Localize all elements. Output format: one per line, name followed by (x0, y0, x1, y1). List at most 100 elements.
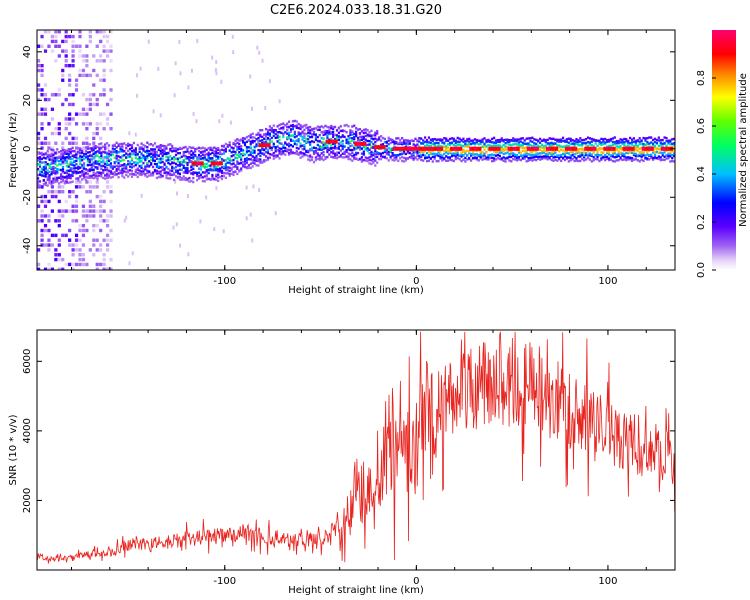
heatmap-cell (78, 30, 82, 34)
heatmap-cell (504, 148, 507, 152)
heatmap-cell (178, 175, 181, 178)
heatmap-cell (71, 117, 75, 121)
heatmap-cell (615, 159, 618, 162)
heatmap-cell (249, 142, 252, 146)
heatmap-cell (309, 143, 312, 146)
heatmap-cell (40, 68, 44, 73)
heatmap-cell (61, 190, 65, 194)
heatmap-cell (554, 158, 557, 161)
heatmap-cell (517, 141, 521, 144)
heatmap-cell (182, 154, 185, 157)
heatmap-cell (109, 164, 113, 168)
heatmap-cell (345, 148, 348, 152)
heatmap-cell (669, 152, 672, 155)
heatmap-cell (439, 145, 442, 148)
heatmap-cell (487, 156, 490, 159)
heatmap-cell (84, 146, 88, 149)
heatmap-cell (653, 140, 657, 144)
heatmap-cell (590, 160, 593, 163)
heatmap-cell (345, 123, 348, 127)
heatmap-cell (100, 164, 103, 168)
heatmap-cell (102, 253, 106, 257)
heatmap-cell (657, 147, 660, 151)
heatmap-cell (316, 157, 319, 161)
heatmap-cell (376, 129, 379, 133)
heatmap-cell (109, 112, 113, 116)
heatmap-cell (625, 140, 628, 143)
heatmap-cell (433, 145, 436, 148)
heatmap-cell (109, 214, 113, 218)
heatmap-cell (71, 267, 75, 270)
heatmap-cell (201, 146, 204, 149)
heatmap-cell (366, 157, 369, 160)
heatmap-cell (337, 155, 340, 159)
heatmap-cell (270, 128, 273, 131)
heatmap-cell (500, 139, 503, 142)
heatmap-cell (192, 112, 195, 117)
heatmap-cell (99, 262, 103, 267)
heatmap-cell (43, 93, 48, 97)
heatmap-cell (57, 219, 61, 223)
heatmap-cell (165, 147, 168, 150)
heatmap-cell (84, 149, 88, 153)
heatmap-cell (324, 156, 327, 159)
heatmap-cell (364, 145, 367, 148)
heatmap-peak (627, 146, 631, 151)
heatmap-cell (173, 147, 176, 150)
heatmap-cell (337, 135, 340, 138)
heatmap-cell (169, 177, 172, 180)
heatmap-cell (389, 155, 392, 158)
heatmap-cell (63, 171, 67, 174)
heatmap-cell (186, 177, 189, 181)
heatmap-cell (125, 215, 128, 220)
heatmap-cell (123, 150, 126, 153)
heatmap-peak (196, 161, 200, 166)
heatmap-cell (138, 160, 141, 163)
heatmap-cell (209, 152, 212, 156)
heatmap-cell (142, 143, 145, 147)
heatmap-cell (577, 139, 580, 142)
heatmap-cell (473, 156, 477, 159)
heatmap-cell (485, 158, 488, 161)
heatmap-cell (508, 152, 511, 156)
heatmap-cell (535, 153, 538, 156)
heatmap-cell (632, 137, 636, 140)
heatmap-cell (443, 157, 446, 160)
heatmap-cell (136, 161, 139, 165)
heatmap-cell (529, 139, 532, 143)
heatmap-cell (155, 154, 158, 157)
heatmap-cell (625, 158, 628, 162)
heatmap-cell (134, 151, 137, 154)
heatmap-cell (544, 157, 547, 160)
heatmap-peak (552, 146, 556, 151)
heatmap-cell (448, 158, 452, 161)
heatmap-cell (243, 163, 247, 166)
heatmap-cell (132, 152, 135, 156)
heatmap-cell (655, 156, 659, 160)
heatmap-cell (104, 168, 107, 172)
heatmap-cell (598, 154, 601, 157)
heatmap-cell (634, 141, 637, 144)
heatmap-cell (57, 238, 61, 242)
heatmap-cell (454, 157, 457, 161)
heatmap-cell (180, 147, 183, 150)
heatmap-cell (370, 129, 373, 133)
heatmap-cell (322, 146, 325, 149)
heatmap-cell (128, 173, 132, 176)
heatmap-cell (345, 141, 348, 145)
colorbar-tick-label: 0.4 (696, 166, 707, 182)
heatmap-cell (322, 126, 325, 129)
heatmap-cell (487, 154, 490, 157)
heatmap-cell (353, 124, 356, 127)
heatmap-cell (215, 155, 218, 158)
heatmap-cell (150, 158, 153, 162)
heatmap-cell (195, 119, 198, 124)
heatmap-cell (47, 151, 51, 155)
heatmap-cell (276, 134, 279, 137)
heatmap-cell (462, 140, 465, 143)
heatmap-cell (659, 158, 662, 162)
heatmap-cell (466, 158, 469, 161)
heatmap-cell (63, 158, 67, 162)
heatmap-cell (40, 126, 44, 131)
x-tick-label: 100 (598, 276, 617, 287)
